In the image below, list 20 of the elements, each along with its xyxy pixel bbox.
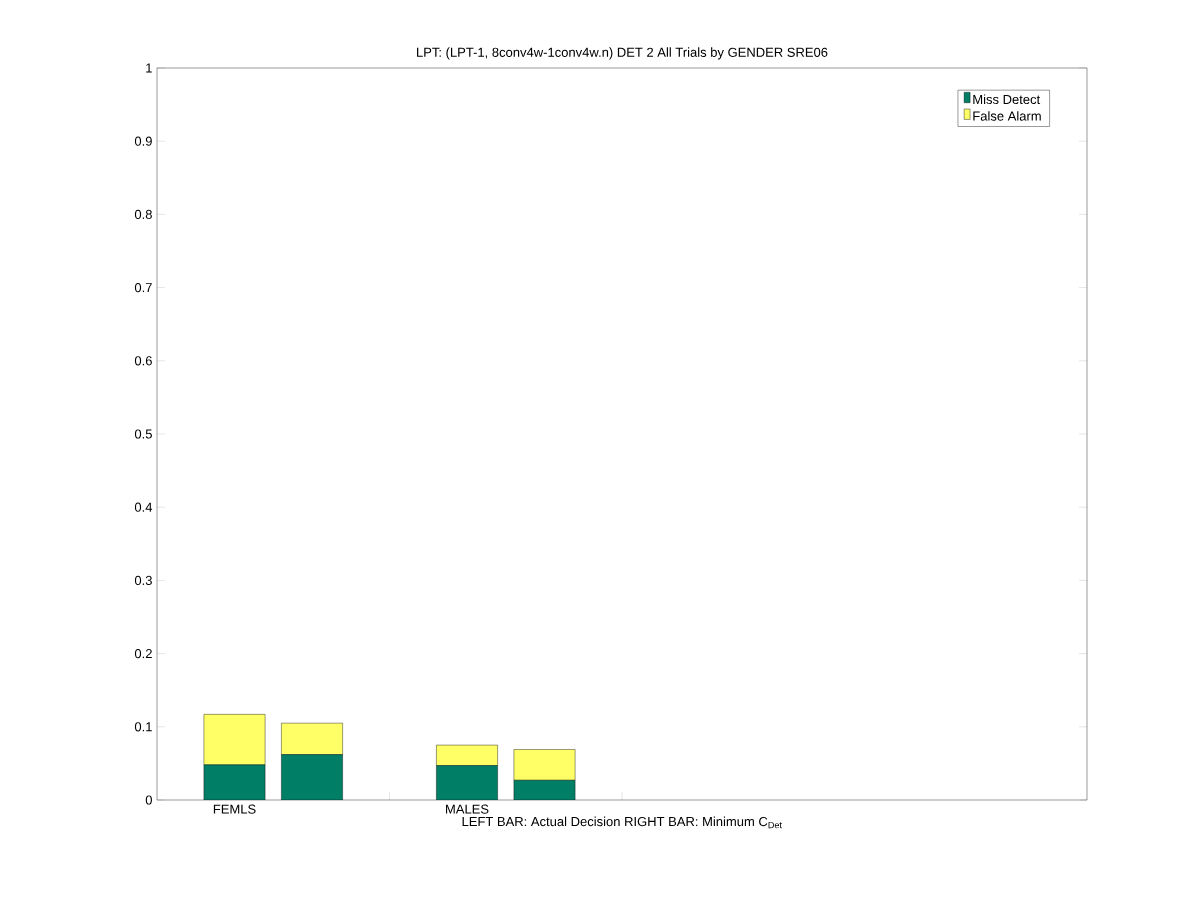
legend-label: Miss Detect xyxy=(973,94,1041,104)
y-tick-label: 0.9 xyxy=(134,136,152,146)
x-tick-label: FEMLS xyxy=(213,804,256,814)
y-tick-label: 1 xyxy=(146,63,152,73)
x-axis-title: LEFT BAR: Actual Decision RIGHT BAR: Minimum C$_{Det}$ xyxy=(462,816,782,829)
bar xyxy=(436,765,498,800)
y-tick-label: 0.5 xyxy=(134,429,152,439)
y-tick-label: 0.3 xyxy=(134,575,152,585)
y-tick-label: 0.7 xyxy=(134,282,152,293)
bar xyxy=(281,754,343,800)
y-tick-label: 0.8 xyxy=(134,209,152,219)
y-tick-label: 0 xyxy=(145,795,152,805)
bar xyxy=(203,764,266,800)
y-tick-label: 0.6 xyxy=(134,356,152,366)
y-tick-label: 0.4 xyxy=(134,502,153,512)
y-tick-label: 0.2 xyxy=(134,648,152,659)
legend-label: False Alarm xyxy=(973,111,1041,121)
x-tick-label: MALES xyxy=(446,804,489,814)
chart-title: LPT: (LPT-1, 8conv4w-1conv4w.n) DET 2 All Trials by GENDER SRE06 xyxy=(417,47,828,60)
y-tick-label: 0.1 xyxy=(134,722,152,732)
